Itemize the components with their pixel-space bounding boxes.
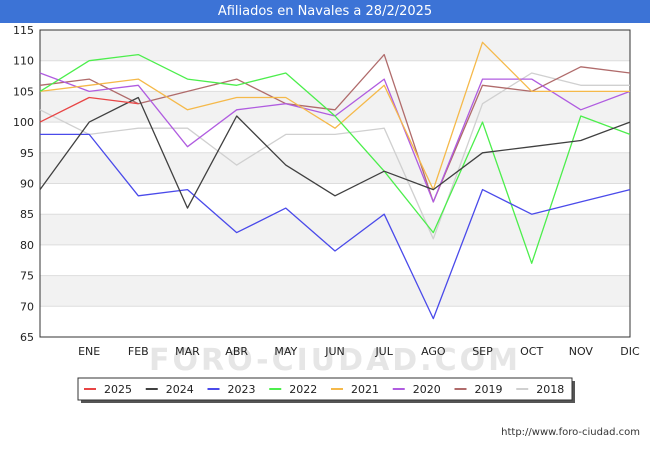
y-tick-label: 105 [13, 85, 34, 98]
watermark: FORO-CIUDAD.COM [149, 343, 521, 378]
plot-band [40, 152, 630, 184]
series-line-2024 [39, 96, 631, 209]
legend-label-2021: 2021 [351, 383, 379, 396]
plot-band [40, 214, 630, 245]
x-tick-label: DIC [620, 345, 640, 358]
legend-label-2023: 2023 [228, 383, 256, 396]
footer-url: http://www.foro-ciudad.com [501, 427, 640, 438]
x-axis-ticks: ENE FEB MAR ABR MAY JUN JUL AGO SEP OCT NOV DIC [78, 345, 640, 358]
y-tick-label: 100 [13, 116, 34, 129]
series-line-2023 [40, 133, 631, 320]
x-tick-label: MAY [274, 345, 297, 358]
x-tick-label: OCT [520, 345, 543, 358]
y-tick-label: 115 [13, 24, 34, 37]
legend-label-2024: 2024 [166, 383, 194, 396]
legend-label-2018: 2018 [536, 383, 564, 396]
series-lines [39, 41, 631, 320]
plot-band [40, 275, 630, 307]
series-line-2022 [39, 53, 631, 264]
y-tick-label: 75 [20, 270, 34, 283]
series-line-2021 [39, 41, 630, 191]
x-tick-label: ABR [225, 345, 248, 358]
legend: 2025 2024 2023 2022 2021 2020 2019 2018 [77, 377, 575, 403]
x-tick-label: AGO [421, 345, 446, 358]
plot-bands [40, 30, 630, 307]
y-tick-label: 90 [20, 178, 34, 191]
chart-title: Afiliados en Navales a 28/2/2025 [0, 0, 650, 23]
x-tick-label: MAR [175, 345, 200, 358]
legend-label-2025: 2025 [104, 383, 132, 396]
x-tick-label: JUL [374, 345, 393, 358]
y-tick-label: 70 [20, 300, 34, 313]
x-tick-label: SEP [472, 345, 493, 358]
y-axis-ticks: 65 70 75 80 85 90 95 100 105 110 115 [13, 24, 34, 344]
plot-band [40, 30, 630, 61]
series-line-2025 [39, 96, 139, 123]
legend-label-2020: 2020 [413, 383, 441, 396]
y-tick-label: 85 [20, 208, 34, 221]
x-tick-label: JUN [324, 345, 345, 358]
series-line-2018 [39, 72, 630, 240]
plot-band [40, 91, 630, 123]
x-tick-label: ENE [78, 345, 100, 358]
y-tick-label: 110 [13, 55, 34, 68]
x-tick-label: NOV [569, 345, 594, 358]
legend-label-2019: 2019 [475, 383, 503, 396]
plot-frame [39, 29, 631, 338]
legend-box [77, 377, 573, 401]
y-tick-label: 80 [20, 239, 34, 252]
y-tick-label: 65 [20, 331, 34, 344]
y-tick-label: 95 [20, 147, 34, 160]
x-tick-label: FEB [128, 345, 149, 358]
legend-label-2022: 2022 [289, 383, 317, 396]
line-chart: FORO-CIUDAD.COM 65 70 75 80 85 90 95 100 105 110 1… [13, 24, 640, 403]
